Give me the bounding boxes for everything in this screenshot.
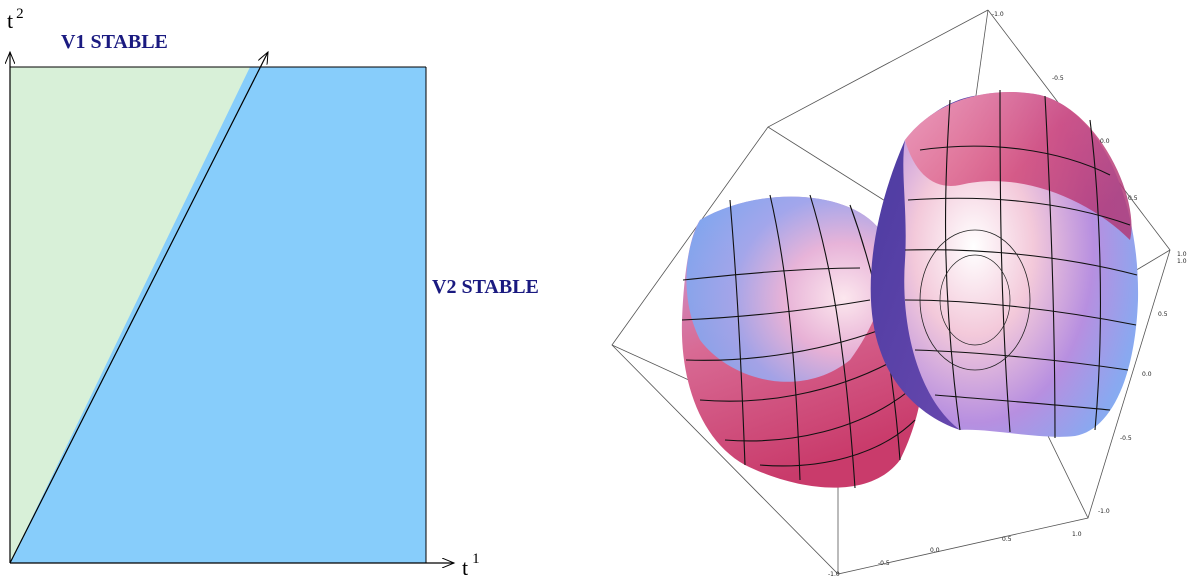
- svg-text:-1.0: -1.0: [992, 11, 1004, 18]
- v1-stable-label: V1 STABLE: [61, 31, 168, 53]
- svg-text:-1.0: -1.0: [1098, 508, 1110, 515]
- svg-text:0.0: 0.0: [1100, 138, 1110, 145]
- surface-neck: [870, 95, 985, 430]
- svg-text:0.5: 0.5: [1128, 195, 1138, 202]
- svg-text:1.0: 1.0: [1177, 258, 1187, 265]
- region-v2: [10, 67, 426, 563]
- ticks-top: -1.0 -0.5 0.0 0.5 1.0: [992, 11, 1187, 258]
- svg-text:0.0: 0.0: [930, 547, 940, 554]
- svg-text:-1.0: -1.0: [828, 571, 840, 578]
- svg-text:0.5: 0.5: [1158, 311, 1168, 318]
- ticks-bottom: -1.0 -0.5 0.0 0.5 1.0: [828, 531, 1082, 578]
- svg-text:-0.5: -0.5: [1052, 75, 1064, 82]
- svg-text:-0.5: -0.5: [1120, 435, 1132, 442]
- v2-stable-label: V2 STABLE: [432, 276, 539, 298]
- svg-text:1.0: 1.0: [1177, 251, 1187, 258]
- hyperboloid-plot: -1.0 -0.5 0.0 0.5 1.0 1.0 0.5 0.0 -0.5 -…: [611, 9, 1187, 578]
- svg-text:0.5: 0.5: [1002, 536, 1012, 543]
- surface-left-cup: [681, 194, 926, 489]
- ticks-right: 1.0 0.5 0.0 -0.5 -1.0: [1098, 258, 1187, 515]
- svg-text:-0.5: -0.5: [878, 560, 890, 567]
- surface-right-cup: [903, 89, 1139, 439]
- svg-text:0.0: 0.0: [1142, 371, 1152, 378]
- svg-text:1.0: 1.0: [1072, 531, 1082, 538]
- region-boundary: [9, 52, 268, 564]
